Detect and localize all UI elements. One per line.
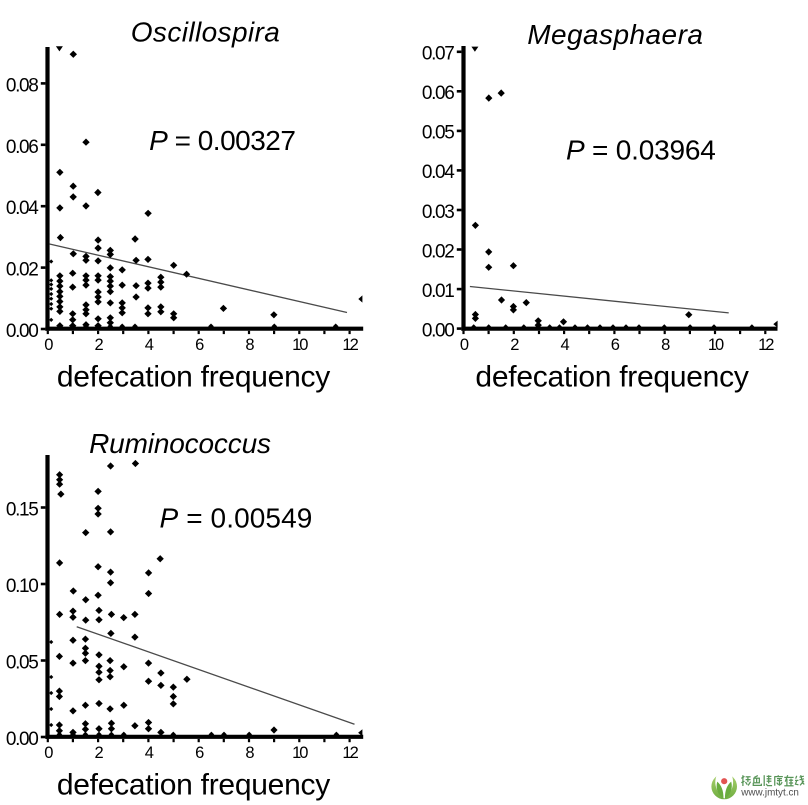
svg-text:P = 0.03964: P = 0.03964 [566, 135, 716, 166]
svg-text:0.07: 0.07 [422, 44, 454, 65]
svg-text:8: 8 [245, 744, 254, 762]
svg-text:Oscillospira: Oscillospira [131, 17, 281, 48]
svg-text:10: 10 [292, 744, 308, 762]
svg-text:0.00: 0.00 [422, 320, 454, 341]
svg-text:0.01: 0.01 [422, 281, 454, 302]
svg-text:0.02: 0.02 [6, 260, 38, 281]
svg-text:0.02: 0.02 [422, 241, 454, 262]
svg-text:0.08: 0.08 [6, 75, 38, 96]
svg-text:0: 0 [44, 744, 53, 762]
svg-text:0: 0 [44, 336, 53, 354]
svg-text:4: 4 [145, 744, 154, 762]
svg-text:Megasphaera: Megasphaera [527, 19, 703, 50]
svg-text:0.00: 0.00 [6, 729, 38, 750]
svg-text:0.05: 0.05 [422, 123, 454, 144]
svg-text:6: 6 [195, 744, 204, 762]
svg-text:10: 10 [292, 336, 308, 354]
svg-text:0.15: 0.15 [6, 500, 38, 521]
svg-text:4: 4 [145, 336, 154, 354]
svg-text:defecation frequency: defecation frequency [57, 769, 330, 802]
svg-text:www.jmtyt.cn: www.jmtyt.cn [740, 788, 799, 799]
svg-text:6: 6 [195, 336, 204, 354]
svg-text:8: 8 [661, 336, 670, 354]
svg-text:Ruminococcus: Ruminococcus [89, 428, 271, 459]
svg-text:0.03: 0.03 [422, 202, 454, 223]
svg-text:defecation frequency: defecation frequency [57, 361, 330, 394]
svg-text:2: 2 [95, 744, 104, 762]
svg-text:12: 12 [758, 336, 774, 354]
svg-text:0.05: 0.05 [6, 653, 38, 674]
svg-text:10: 10 [708, 336, 724, 354]
svg-text:12: 12 [342, 744, 358, 762]
svg-text:0.10: 0.10 [6, 576, 38, 597]
svg-text:0.06: 0.06 [422, 83, 454, 104]
svg-text:0.04: 0.04 [422, 162, 455, 183]
svg-text:4: 4 [561, 336, 570, 354]
svg-text:0.06: 0.06 [6, 137, 38, 158]
svg-text:2: 2 [510, 336, 519, 354]
svg-text:0.04: 0.04 [6, 198, 39, 219]
svg-text:0: 0 [460, 336, 469, 354]
svg-text:12: 12 [342, 336, 358, 354]
svg-text:P = 0.00327: P = 0.00327 [149, 125, 295, 156]
svg-text:defecation frequency: defecation frequency [475, 361, 748, 394]
svg-text:P = 0.00549: P = 0.00549 [160, 503, 313, 534]
svg-text:0.00: 0.00 [6, 321, 38, 342]
svg-text:6: 6 [611, 336, 620, 354]
svg-text:2: 2 [95, 336, 104, 354]
svg-text:8: 8 [245, 336, 254, 354]
